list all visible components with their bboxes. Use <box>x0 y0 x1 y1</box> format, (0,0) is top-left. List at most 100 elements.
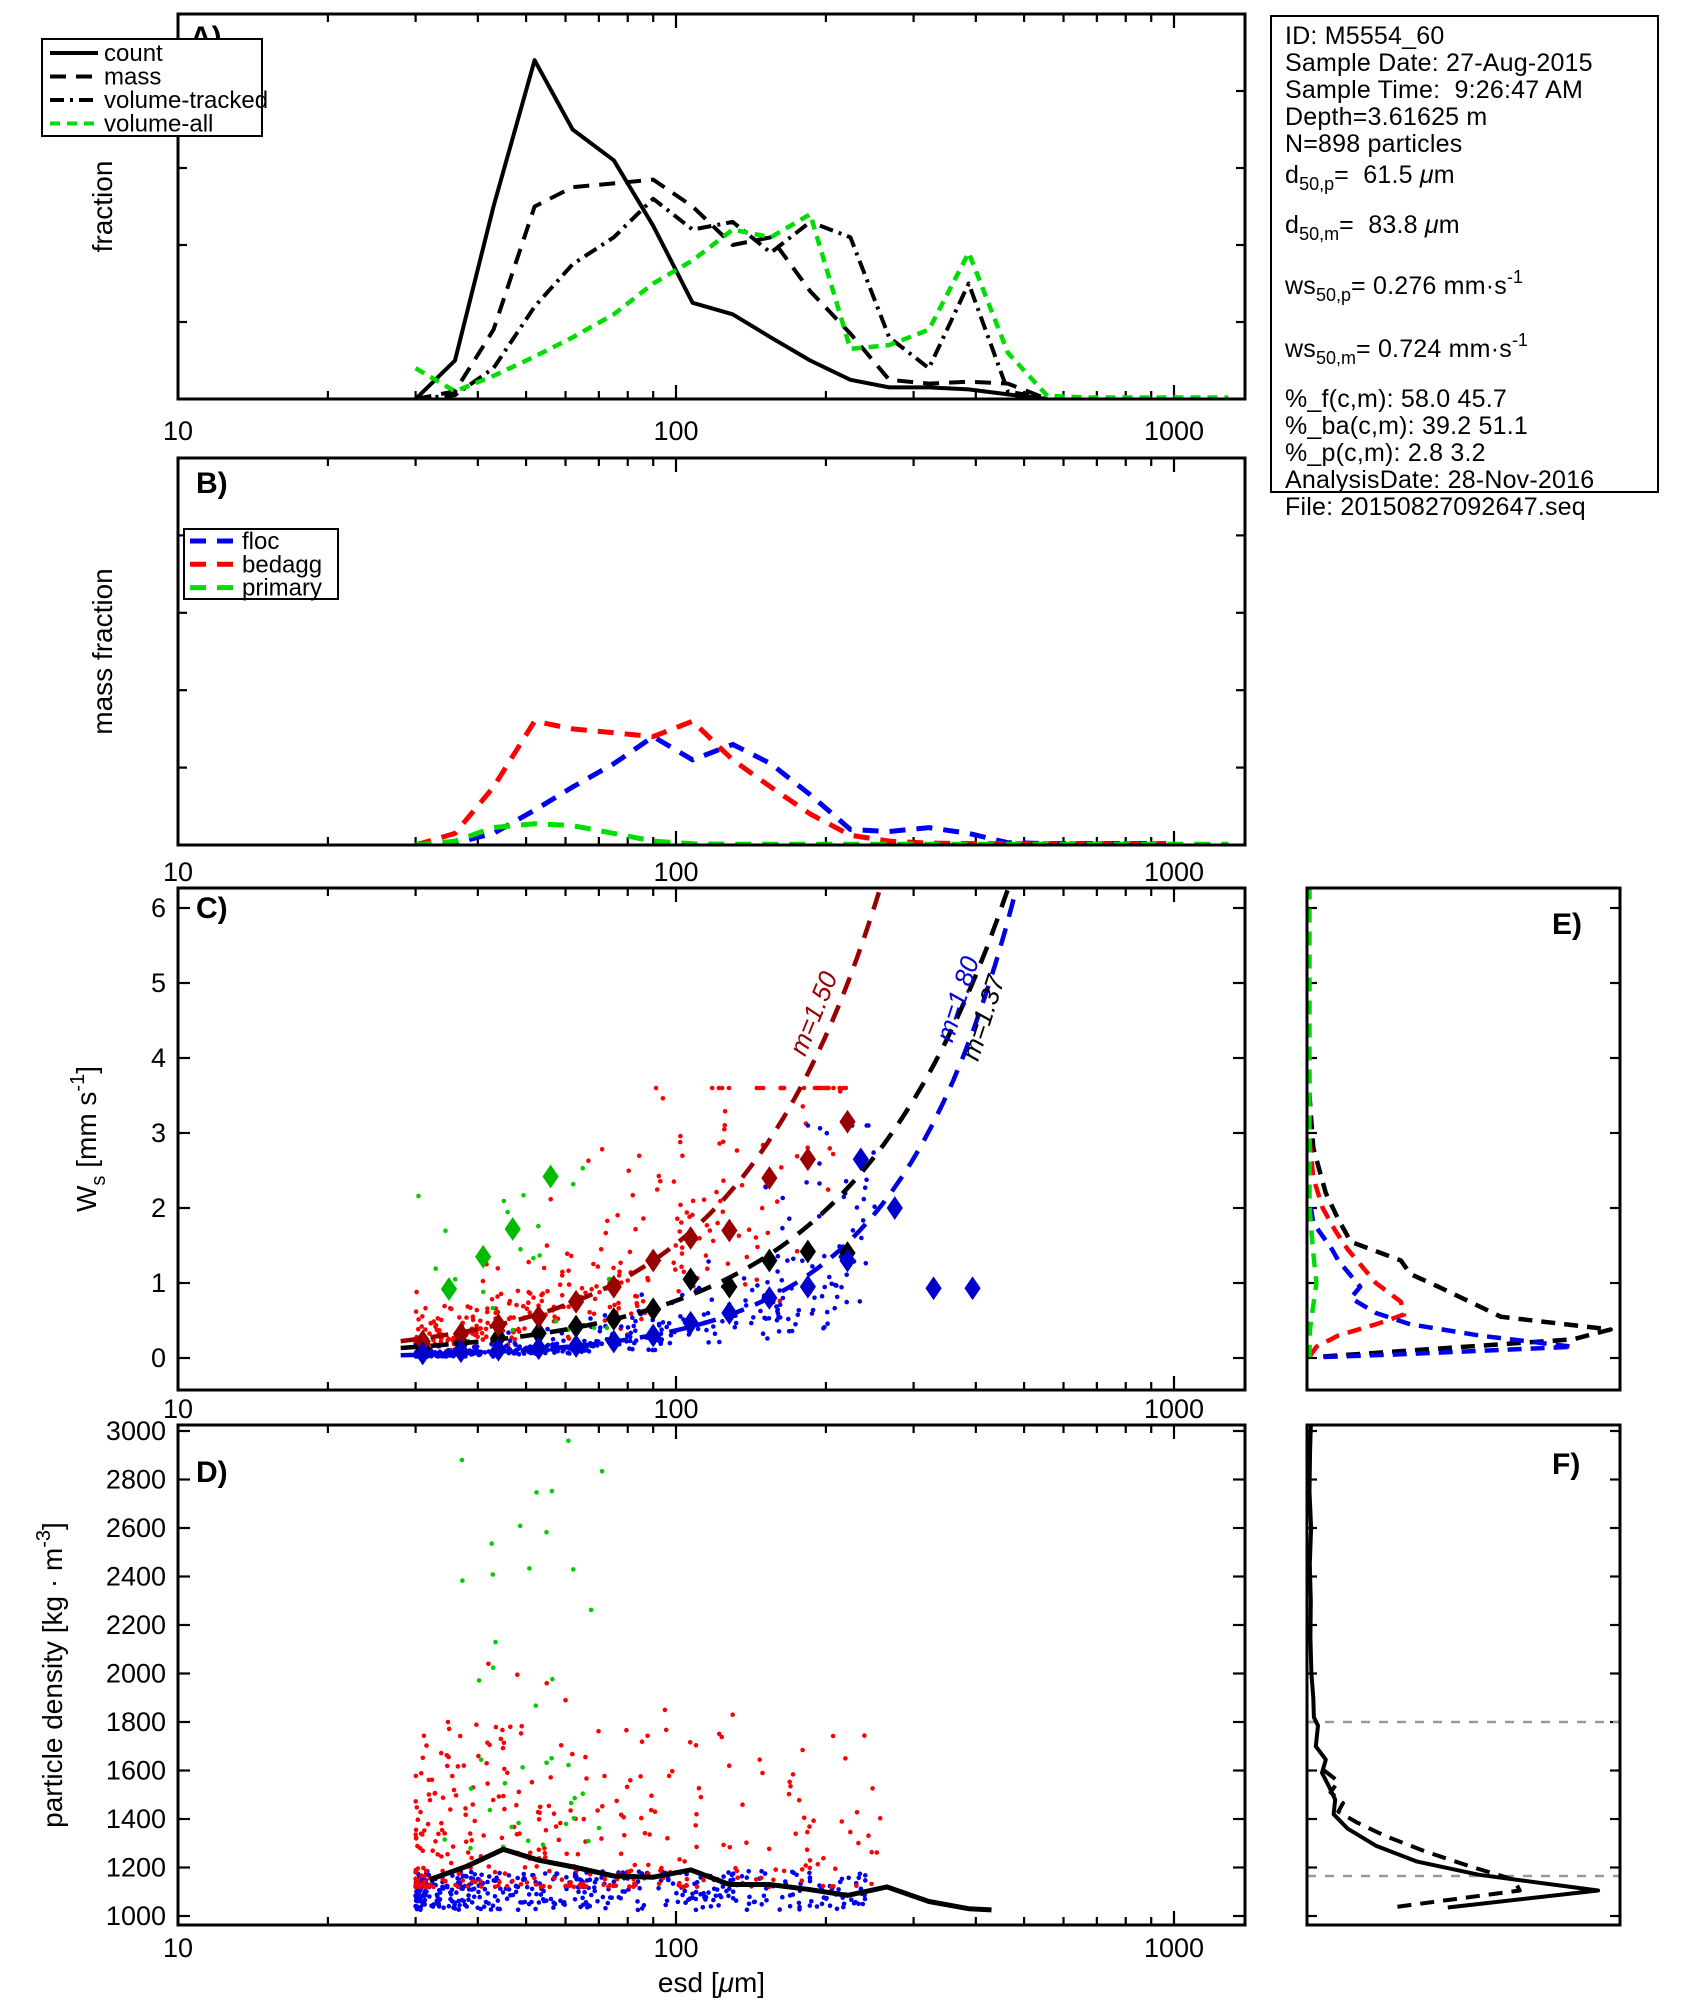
x-tick-label: 10 <box>163 857 193 887</box>
x-tick-label: 10 <box>163 1933 193 1963</box>
panel-d-ytick-label: 2800 <box>106 1465 166 1495</box>
x-tick-label: 10 <box>163 416 193 446</box>
info-line-pct-f: %_f(c,m): 58.0 45.7 <box>1285 385 1507 413</box>
info-line-analysis-date: AnalysisDate: 28-Nov-2016 <box>1285 466 1595 494</box>
info-line-ws50m: ws50,m= 0.724 mm·s-1 <box>1285 330 1528 368</box>
info-line-pct-ba: %_ba(c,m): 39.2 51.1 <box>1285 412 1529 440</box>
panel-d-xticks <box>176 1425 1176 1925</box>
series-count <box>414 58 1048 398</box>
info-line-pct-p: %_p(c,m): 2.8 3.2 <box>1285 439 1486 467</box>
profile-floc <box>1308 889 1576 1360</box>
series-floc <box>415 734 1167 844</box>
x-axis-label: esd [μm] <box>658 1967 765 1998</box>
x-tick-label: 100 <box>653 1394 698 1424</box>
panel-d-ytick-label: 2600 <box>106 1513 166 1543</box>
panel-c-ytick-label: 3 <box>151 1118 166 1148</box>
x-tick-label: 100 <box>653 1933 698 1963</box>
info-line-d50m: d50,m= 83.8 μm <box>1285 211 1460 245</box>
panel-d-ytick-label: 1600 <box>106 1756 166 1786</box>
profile-all <box>1308 889 1613 1359</box>
median-diamonds-primary <box>440 1164 559 1301</box>
legend-a-label: mass <box>104 64 161 91</box>
profile-bedagg <box>1308 889 1407 1358</box>
legend-a-label: volume-all <box>104 111 213 138</box>
panel-c-content <box>400 889 1019 1366</box>
x-tick-label: 1000 <box>1144 857 1204 887</box>
x-tick-label-rows: 10 100 1000 10 100 1000 10 100 1000 10 100 1000 <box>163 416 1204 1963</box>
panel-c-frame <box>176 886 1247 1392</box>
panel-c-letter: C) <box>196 892 228 925</box>
x-tick-label: 1000 <box>1144 416 1204 446</box>
panel-f-content <box>1308 1426 1619 1910</box>
profile-primary <box>1308 889 1319 1358</box>
panel-d-content <box>413 1438 992 1913</box>
info-line-n-particles: N=898 particles <box>1285 130 1463 158</box>
panel-e-frame <box>1305 886 1622 1392</box>
panel-f-letter: F) <box>1552 1448 1580 1481</box>
info-line-sample-time: Sample Time: 9:26:47 AM <box>1285 76 1584 104</box>
series-bedagg <box>414 718 1167 844</box>
panel-d-letter: D) <box>196 1456 228 1489</box>
panel-b-ylabel: mass fraction <box>87 568 118 735</box>
panel-d-ytick-label: 2000 <box>106 1659 166 1689</box>
info-line-d50p: d50,p= 61.5 μm <box>1285 161 1455 195</box>
panel-f-yticks <box>1307 1429 1620 1918</box>
median-density-line <box>428 1846 992 1913</box>
panel-c-yticks <box>178 906 1245 1360</box>
legend-b-label: bedagg <box>242 551 322 578</box>
legend-b-label: floc <box>242 528 279 555</box>
panel-d-ytick-label: 1800 <box>106 1707 166 1737</box>
panel-a-ylabel: fraction <box>87 161 118 253</box>
legend-b-label: primary <box>242 575 322 602</box>
panel-b-frame <box>176 456 1247 847</box>
profile-density-profile-dashed <box>1322 1768 1522 1910</box>
series-volume-tracked <box>415 196 1048 398</box>
panel-c-ytick-label: 0 <box>151 1343 166 1373</box>
series-mass <box>415 177 1049 398</box>
scatter-extra <box>486 1661 735 1717</box>
panel-d-frame <box>176 1423 1247 1927</box>
panel-c-xticks <box>176 888 1176 1390</box>
legend-a-label: volume-tracked <box>104 87 268 114</box>
panel-b-letter: B) <box>196 467 228 500</box>
panel-a-series <box>414 58 1229 398</box>
panel-e-content <box>1308 889 1613 1360</box>
scatter-bedagg <box>413 1719 883 1890</box>
info-line-depth: Depth=3.61625 m <box>1285 103 1488 131</box>
panel-a-yticks <box>178 89 1245 324</box>
x-tick-label: 100 <box>653 857 698 887</box>
info-line-sample-date: Sample Date: 27-Aug-2015 <box>1285 49 1593 77</box>
panel-c-ytick-label: 2 <box>151 1193 166 1223</box>
panel-d-ytick-label: 1200 <box>106 1853 166 1883</box>
panel-d-ytick-label: 2200 <box>106 1610 166 1640</box>
panel-b-series <box>414 718 1229 844</box>
panel-c-ytick-label: 6 <box>151 893 166 923</box>
series-primary <box>415 821 1229 844</box>
panel-d-ytick-label: 2400 <box>106 1562 166 1592</box>
panel-b-xticks <box>176 458 1176 845</box>
panel-c-ytick-label: 4 <box>151 1043 166 1073</box>
info-line-ws50p: ws50,p= 0.276 mm·s-1 <box>1285 267 1523 305</box>
info-line-id: ID: M5554_60 <box>1285 22 1445 50</box>
legend-a-label: count <box>104 40 163 67</box>
x-tick-label: 100 <box>653 416 698 446</box>
panel-d-ytick-label: 3000 <box>106 1416 166 1446</box>
fit-curve-bedagg-fit <box>400 889 883 1344</box>
median-diamonds-bedagg <box>414 1109 856 1354</box>
panel-a-frame <box>176 12 1247 401</box>
series-volume-all <box>414 211 1229 398</box>
fit-curve-all-fit <box>400 889 1011 1351</box>
x-tick-label: 1000 <box>1144 1933 1204 1963</box>
panel-c-ylabel: Ws [mm s-1] <box>67 1066 110 1212</box>
x-tick-label: 1000 <box>1144 1394 1204 1424</box>
info-line-file: File: 20150827092647.seq <box>1285 493 1586 521</box>
panel-d-ylabel: particle density [kg · m-3] <box>33 1522 68 1828</box>
panel-d-yticks <box>178 1429 1245 1918</box>
median-diamonds-floc <box>414 1147 981 1366</box>
panel-c-ytick-label: 5 <box>151 968 166 998</box>
panel-a-xticks <box>176 14 1176 399</box>
